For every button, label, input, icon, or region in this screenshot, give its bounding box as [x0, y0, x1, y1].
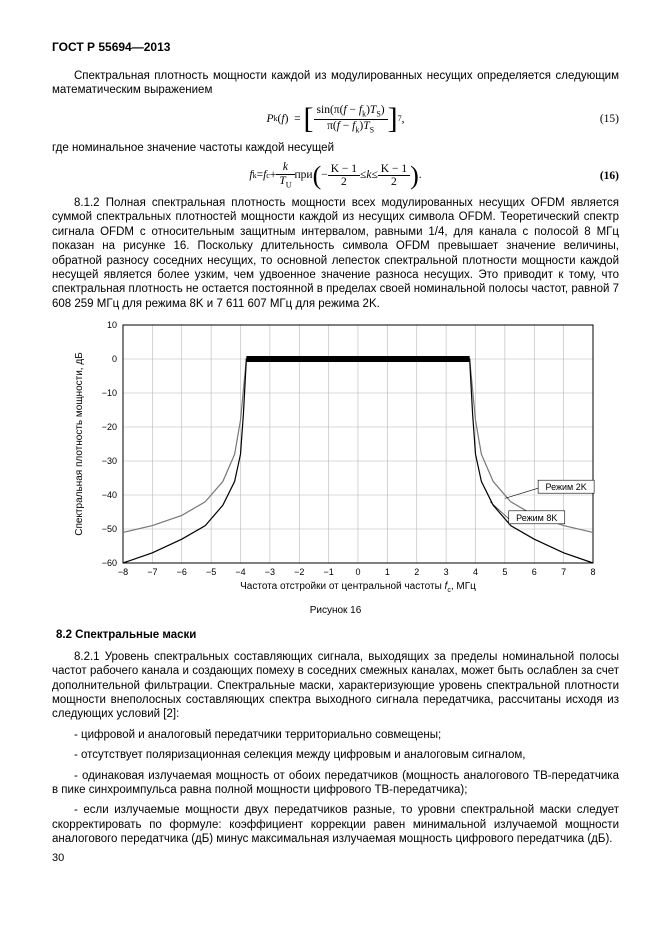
bullet-4: - если излучаемые мощности двух передатч…: [52, 803, 619, 846]
svg-text:Режим 8K: Режим 8K: [516, 513, 557, 523]
equation-15: Pk (f) = [ sin(π(f − fk)TS) π(f − fk)TS …: [52, 104, 619, 135]
bullet-2: - отсутствует поляризационная селекция м…: [52, 748, 619, 762]
svg-text:−6: −6: [177, 567, 187, 577]
svg-text:3: 3: [444, 567, 449, 577]
svg-text:Частота отстройки от центральн: Частота отстройки от центральной частоты…: [240, 581, 476, 594]
svg-text:−10: −10: [102, 388, 117, 398]
svg-text:5: 5: [502, 567, 507, 577]
svg-text:−40: −40: [102, 490, 117, 500]
para-mid: где номинальное значение частоты каждой …: [52, 141, 619, 155]
svg-text:−2: −2: [294, 567, 304, 577]
bullet-1: - цифровой и аналоговый передатчики терр…: [52, 728, 619, 742]
bullet-3: - одинаковая излучаемая мощность от обои…: [52, 769, 619, 798]
para-821: 8.2.1 Уровень спектральных составляющих …: [52, 650, 619, 722]
svg-text:Спектральная плотность мощност: Спектральная плотность мощности, дБ: [74, 352, 85, 536]
doc-header: ГОСТ Р 55694—2013: [52, 40, 619, 55]
page-number: 30: [52, 852, 619, 866]
svg-text:−7: −7: [147, 567, 157, 577]
svg-text:−20: −20: [102, 422, 117, 432]
section-82-heading: 8.2 Спектральные маски: [56, 628, 619, 642]
svg-text:4: 4: [473, 567, 478, 577]
equation-16: fk = fc + kTU при ( − K − 12 ≤ k ≤ K − 1…: [52, 161, 619, 190]
svg-text:−4: −4: [235, 567, 245, 577]
svg-text:−1: −1: [323, 567, 333, 577]
eq-number-15: (15): [600, 112, 619, 126]
svg-text:0: 0: [112, 354, 117, 364]
eq-number-16: (16): [600, 168, 619, 182]
svg-text:−8: −8: [118, 567, 128, 577]
svg-text:8: 8: [590, 567, 595, 577]
figure-16: −8−7−6−5−4−3−2−1012345678100−10−20−30−40…: [68, 319, 619, 599]
svg-text:−5: −5: [206, 567, 216, 577]
svg-text:−3: −3: [265, 567, 275, 577]
svg-text:Режим 2K: Режим 2K: [545, 482, 586, 492]
svg-text:−50: −50: [102, 524, 117, 534]
para-lead: Спектральная плотность мощности каждой и…: [52, 69, 619, 98]
svg-text:10: 10: [107, 320, 117, 330]
figure-caption: Рисунок 16: [52, 605, 619, 618]
svg-text:1: 1: [385, 567, 390, 577]
svg-text:−30: −30: [102, 456, 117, 466]
svg-text:0: 0: [355, 567, 360, 577]
svg-text:−60: −60: [102, 558, 117, 568]
svg-text:2: 2: [414, 567, 419, 577]
svg-text:6: 6: [532, 567, 537, 577]
para-812: 8.1.2 Полная спектральная плотность мощн…: [52, 196, 619, 311]
svg-text:7: 7: [561, 567, 566, 577]
